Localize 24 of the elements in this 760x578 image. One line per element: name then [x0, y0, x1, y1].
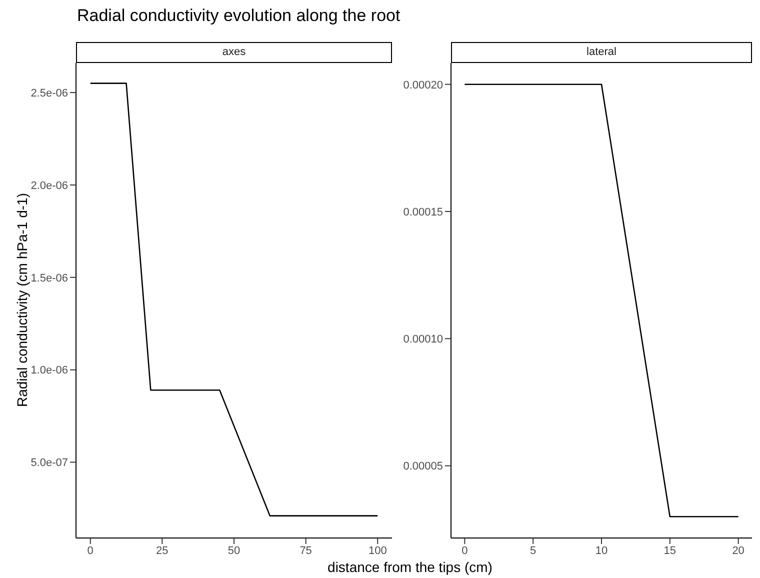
- x-tick-label: 25: [156, 544, 168, 557]
- x-tick-label: 0: [87, 544, 94, 557]
- y-axis-title: Radial conductivity (cm hPa-1 d-1): [14, 193, 30, 407]
- x-tick-label: 0: [462, 544, 468, 557]
- x-axis-title: distance from the tips (cm): [326, 559, 494, 575]
- y-tick-label: 0.00020: [403, 79, 443, 92]
- x-tick-label: 5: [530, 544, 536, 557]
- y-tick-label: 0.00005: [403, 460, 443, 473]
- chart-subtitle: axes: [76, 42, 392, 63]
- x-tick-label: 75: [300, 544, 312, 557]
- x-tick-label: 100: [368, 544, 387, 557]
- y-tick-label: 1.0e-06: [30, 364, 68, 377]
- y-tick-label: 0.00010: [403, 334, 443, 346]
- x-tick-label: 10: [595, 544, 608, 557]
- y-tick-label: 5.0e-07: [30, 457, 68, 470]
- x-tick-label: 15: [664, 544, 676, 557]
- chart-title: Radial conductivity evolution along the root: [77, 6, 400, 26]
- y-tick-label: 2.5e-06: [30, 87, 68, 100]
- y-tick-label: 1.5e-06: [30, 272, 68, 284]
- x-tick-label: 50: [228, 544, 240, 557]
- chart-subtitle: lateral: [451, 42, 752, 63]
- y-tick-label: 2.0e-06: [30, 180, 68, 192]
- x-tick-label: 20: [732, 544, 744, 557]
- y-tick-label: 0.00015: [403, 206, 443, 218]
